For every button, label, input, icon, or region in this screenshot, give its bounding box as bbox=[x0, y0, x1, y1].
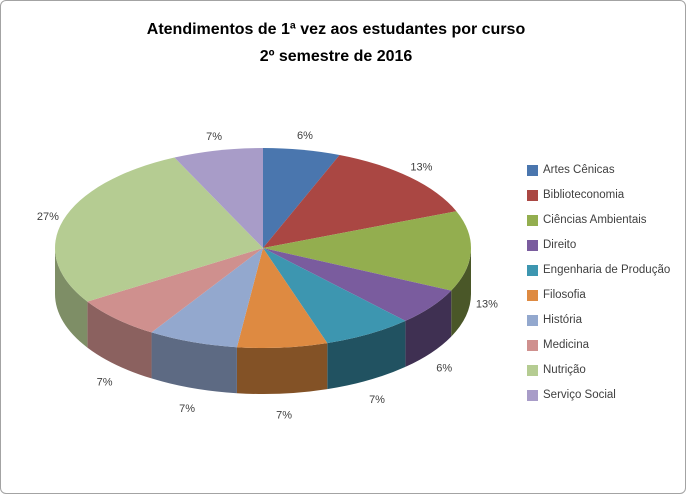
pie-slice-side bbox=[236, 343, 328, 395]
legend-label: História bbox=[543, 314, 582, 326]
pie-slice bbox=[263, 148, 340, 248]
legend-swatch bbox=[527, 314, 538, 326]
legend-swatch bbox=[527, 289, 538, 301]
legend-item: História bbox=[527, 314, 670, 326]
legend-swatch bbox=[527, 239, 538, 251]
legend-swatch bbox=[527, 339, 538, 351]
legend-label: Artes Cênicas bbox=[543, 164, 615, 176]
chart-title-line-1: Atendimentos de 1ª vez aos estudantes po… bbox=[146, 21, 526, 38]
pie-percent-label: 7% bbox=[206, 131, 222, 143]
pie-percent-label: 13% bbox=[476, 299, 498, 311]
legend-label: Engenharia de Produção bbox=[543, 264, 671, 276]
legend-swatch bbox=[527, 389, 538, 401]
legend-swatch bbox=[527, 264, 538, 276]
legend-item: Nutrição bbox=[527, 364, 670, 376]
pie-slice-side bbox=[451, 248, 471, 337]
legend-item: Medicina bbox=[527, 339, 670, 351]
pie-percent-label: 6% bbox=[297, 130, 313, 142]
pie-percent-label: 6% bbox=[436, 363, 452, 375]
pie-percent-label: 7% bbox=[97, 376, 113, 388]
legend-swatch bbox=[527, 164, 538, 176]
pie-slice bbox=[263, 248, 452, 321]
pie-slice bbox=[151, 248, 263, 348]
legend-item: Filosofia bbox=[527, 289, 670, 301]
pie-slice-side bbox=[405, 290, 452, 367]
legend-item: Serviço Social bbox=[527, 389, 670, 401]
pie-percent-label: 7% bbox=[179, 403, 195, 415]
legend-label: Filosofia bbox=[543, 289, 586, 301]
pie-percent-label: 13% bbox=[410, 162, 432, 174]
pie-slice bbox=[55, 157, 263, 302]
legend-item: Direito bbox=[527, 239, 670, 251]
legend-item: Biblioteconomia bbox=[527, 189, 670, 201]
pie-slice bbox=[263, 248, 406, 344]
pie-slice bbox=[263, 211, 471, 291]
legend-label: Nutrição bbox=[543, 364, 586, 376]
pie-slice bbox=[174, 148, 263, 248]
legend: Artes Cênicas Biblioteconomia Ciências Amb… bbox=[527, 164, 670, 401]
legend-swatch bbox=[527, 189, 538, 201]
pie-percent-label: 7% bbox=[369, 394, 385, 406]
legend-label: Serviço Social bbox=[543, 389, 616, 401]
pie-slice bbox=[263, 155, 457, 248]
pie-percent-label: 7% bbox=[276, 409, 292, 421]
legend-item: Artes Cênicas bbox=[527, 164, 670, 176]
legend-item: Engenharia de Produção bbox=[527, 264, 670, 276]
legend-label: Medicina bbox=[543, 339, 590, 351]
legend-label: Biblioteconomia bbox=[543, 189, 625, 201]
pie-slice bbox=[87, 248, 263, 333]
legend-label: Direito bbox=[543, 239, 577, 251]
legend-label: Ciências Ambientais bbox=[543, 214, 647, 226]
pie-slice-side bbox=[151, 332, 237, 394]
chart-title: Atendimentos de 1ª vez aos estudantes po… bbox=[1, 16, 671, 70]
pie-slice bbox=[236, 248, 328, 349]
pie-slice-side bbox=[55, 248, 88, 348]
legend-swatch bbox=[527, 214, 538, 226]
pie-percent-label: 27% bbox=[37, 211, 59, 223]
legend-swatch bbox=[527, 364, 538, 376]
pie-slice-side bbox=[327, 320, 406, 390]
chart-title-line-2: 2º semestre de 2016 bbox=[259, 48, 413, 65]
legend-item: Ciências Ambientais bbox=[527, 214, 670, 226]
pie-slice-side bbox=[87, 301, 152, 379]
